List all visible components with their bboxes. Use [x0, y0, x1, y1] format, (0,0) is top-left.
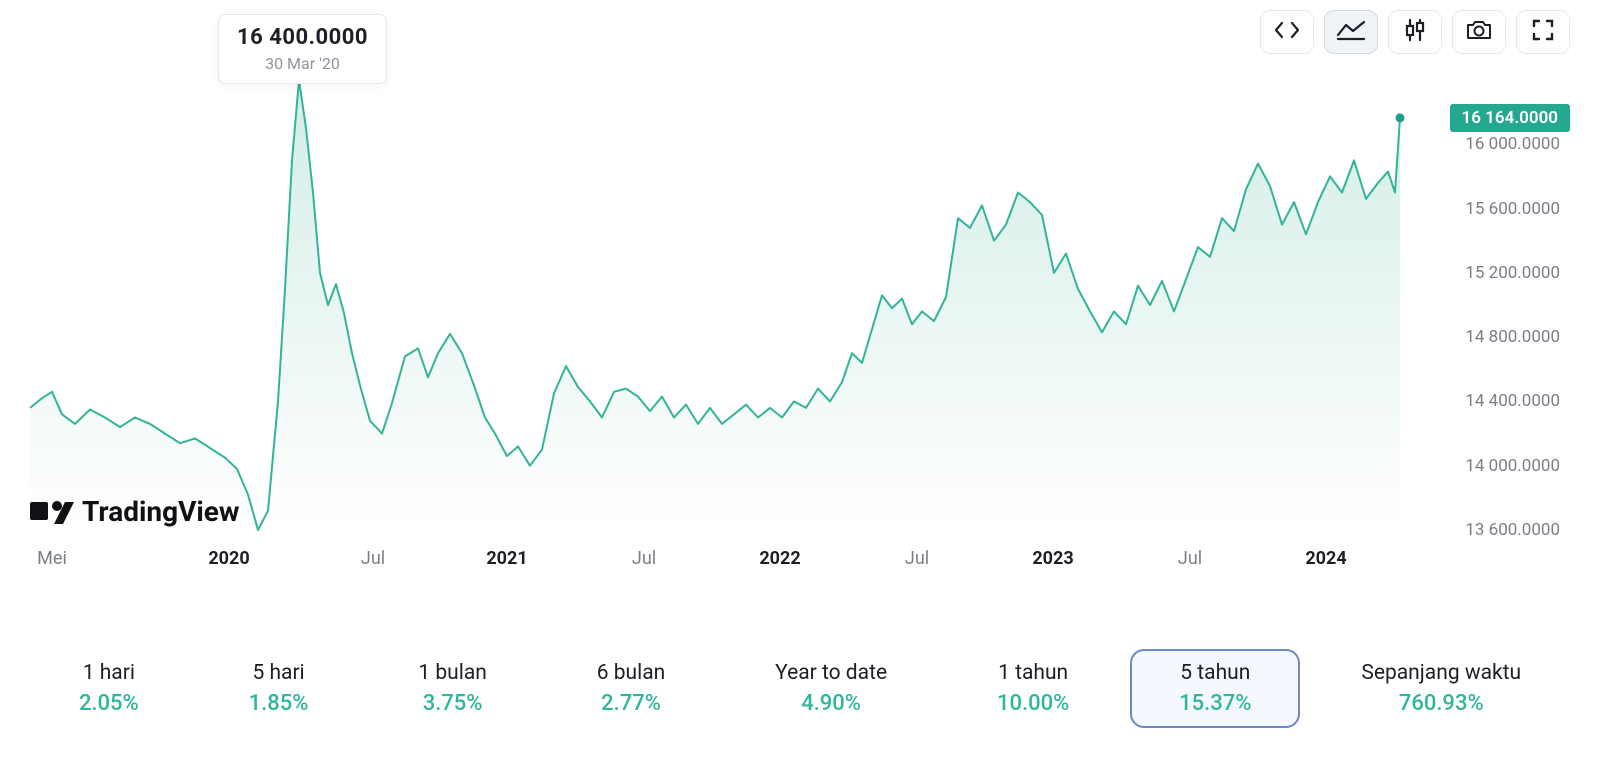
range-value: 10.00%	[997, 691, 1069, 716]
x-axis: Mei 2020 Jul 2021 Jul 2022 Jul 2023 Jul 2024	[30, 548, 1400, 578]
range-all[interactable]: Sepanjang waktu 760.93%	[1312, 649, 1570, 728]
range-label: Year to date	[775, 661, 887, 685]
x-tick-label: Jul	[361, 548, 385, 569]
price-tooltip: 16 400.0000 30 Mar '20	[218, 14, 387, 84]
x-tick-label: Jul	[632, 548, 656, 569]
range-value: 760.93%	[1399, 691, 1484, 716]
x-tick-label: Jul	[1178, 548, 1202, 569]
y-axis: 16 000.0000 15 600.0000 15 200.0000 14 800.…	[1410, 80, 1570, 530]
y-tick-label: 13 600.0000	[1465, 520, 1560, 540]
range-value: 2.05%	[79, 691, 139, 716]
embed-button[interactable]	[1260, 10, 1314, 54]
x-tick-label: 2022	[759, 548, 800, 569]
tradingview-logo-icon	[30, 498, 74, 526]
range-label: 5 tahun	[1180, 661, 1250, 685]
range-label: 5 hari	[252, 661, 304, 685]
chart-toolbar	[1260, 10, 1570, 54]
range-value: 1.85%	[249, 691, 309, 716]
tooltip-value: 16 400.0000	[237, 25, 368, 50]
range-label: 6 bulan	[597, 661, 666, 685]
y-tick-label: 14 800.0000	[1465, 327, 1560, 347]
range-label: 1 tahun	[998, 661, 1068, 685]
time-range-selector: 1 hari 2.05% 5 hari 1.85% 1 bulan 3.75% 6 bula…	[30, 649, 1570, 728]
y-tick-label: 14 400.0000	[1465, 391, 1560, 411]
chart-area[interactable]	[30, 80, 1400, 530]
range-5-tahun[interactable]: 5 tahun 15.37%	[1130, 649, 1300, 728]
code-icon	[1274, 19, 1300, 45]
range-ytd[interactable]: Year to date 4.90%	[726, 649, 936, 728]
x-tick-label: 2024	[1305, 548, 1346, 569]
current-price-badge: 16 164.0000	[1450, 104, 1570, 132]
y-tick-label: 16 000.0000	[1465, 134, 1560, 154]
range-label: 1 bulan	[418, 661, 487, 685]
fullscreen-button[interactable]	[1516, 10, 1570, 54]
x-tick-label: 2023	[1032, 548, 1073, 569]
range-6-bulan[interactable]: 6 bulan 2.77%	[548, 649, 714, 728]
candles-icon	[1402, 18, 1428, 46]
range-value: 15.37%	[1179, 691, 1251, 716]
x-tick-label: Jul	[905, 548, 929, 569]
current-marker	[1396, 113, 1405, 122]
range-value: 4.90%	[801, 691, 861, 716]
x-tick-label: 2021	[486, 548, 527, 569]
x-tick-label: Mei	[37, 548, 67, 569]
area-icon	[1336, 19, 1366, 45]
chart-area-fill	[30, 80, 1400, 530]
range-5-hari[interactable]: 5 hari 1.85%	[200, 649, 358, 728]
y-tick-label: 15 200.0000	[1465, 263, 1560, 283]
watermark-text: TradingView	[82, 495, 239, 528]
range-1-tahun[interactable]: 1 tahun 10.00%	[948, 649, 1118, 728]
snapshot-button[interactable]	[1452, 10, 1506, 54]
range-label: Sepanjang waktu	[1361, 661, 1521, 685]
area-chart-button[interactable]	[1324, 10, 1378, 54]
candles-button[interactable]	[1388, 10, 1442, 54]
range-value: 3.75%	[423, 691, 483, 716]
y-tick-label: 15 600.0000	[1465, 199, 1560, 219]
range-1-bulan[interactable]: 1 bulan 3.75%	[369, 649, 535, 728]
y-tick-label: 14 000.0000	[1465, 456, 1560, 476]
tradingview-watermark: TradingView	[30, 495, 239, 528]
tooltip-date: 30 Mar '20	[237, 54, 368, 73]
x-tick-label: 2020	[208, 548, 249, 569]
camera-icon	[1465, 19, 1493, 45]
range-1-hari[interactable]: 1 hari 2.05%	[30, 649, 188, 728]
fullscreen-icon	[1531, 18, 1555, 46]
range-value: 2.77%	[601, 691, 661, 716]
range-label: 1 hari	[83, 661, 135, 685]
